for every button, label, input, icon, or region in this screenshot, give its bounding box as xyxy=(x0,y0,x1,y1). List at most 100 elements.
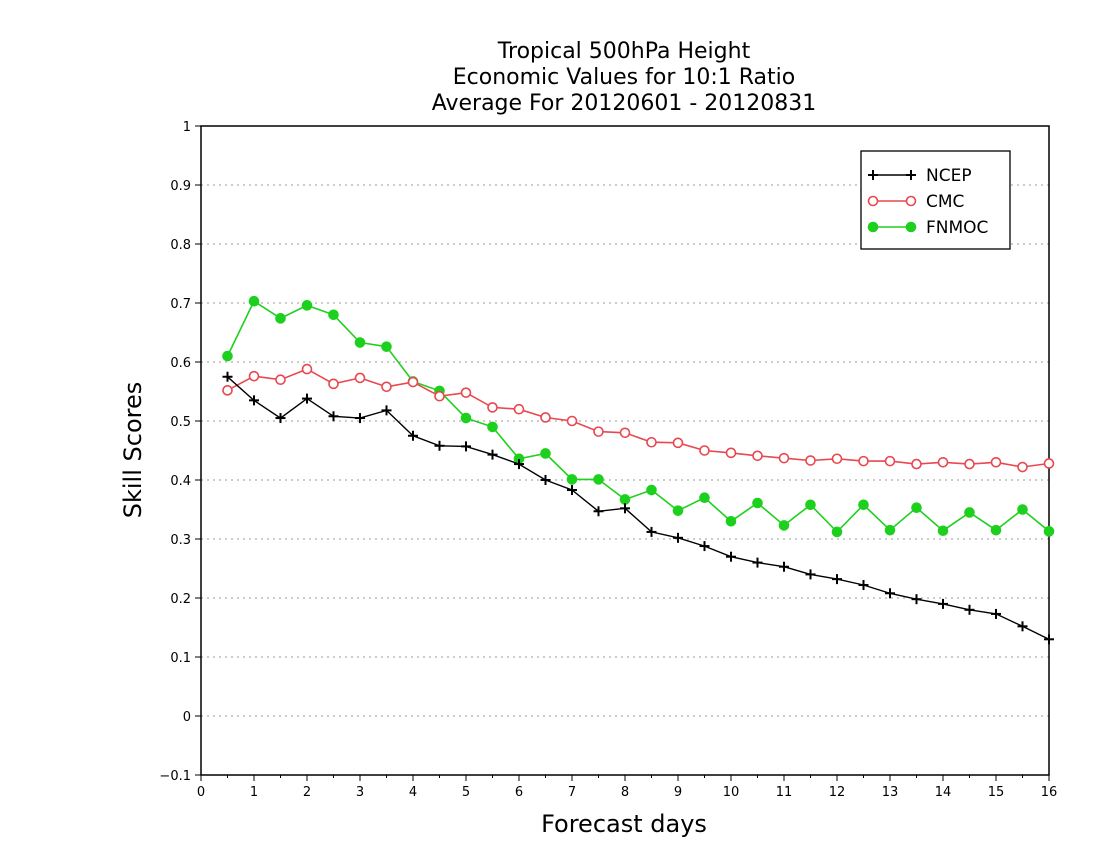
series-line-ncep xyxy=(227,376,1050,640)
data-point-ncep xyxy=(567,485,577,496)
data-point-cmc xyxy=(619,427,631,439)
data-point-cmc xyxy=(725,447,737,459)
data-point-cmc xyxy=(354,372,366,384)
data-point-cmc xyxy=(646,436,657,448)
series-layer xyxy=(222,295,1055,645)
y-tick-label: 0.6 xyxy=(170,356,191,371)
data-point-fnmoc xyxy=(593,474,604,485)
data-point-cmc xyxy=(275,374,286,386)
data-point-ncep xyxy=(328,411,339,422)
x-tick-label: 14 xyxy=(935,785,952,800)
data-point-ncep xyxy=(991,608,1001,619)
legend-box xyxy=(860,150,1011,250)
data-point-cmc xyxy=(328,378,339,390)
x-tick-label: 2 xyxy=(303,785,311,800)
data-point-cmc xyxy=(858,455,869,467)
y-tick-label: 0.9 xyxy=(170,179,191,194)
y-tick-label: 0.3 xyxy=(170,533,191,548)
data-point-cmc xyxy=(381,381,392,393)
data-point-cmc xyxy=(964,458,975,470)
data-point-ncep xyxy=(726,551,736,562)
data-point-fnmoc xyxy=(858,499,869,511)
data-point-fnmoc xyxy=(566,474,578,485)
chart-title-line-3: Average For 20120601 - 20120831 xyxy=(432,91,817,116)
data-point-fnmoc xyxy=(672,505,684,516)
data-point-ncep xyxy=(964,604,975,615)
data-point-fnmoc xyxy=(460,412,472,424)
grid-lines xyxy=(201,184,1049,717)
data-point-cmc xyxy=(487,402,498,413)
data-point-ncep xyxy=(593,506,604,517)
data-point-ncep xyxy=(752,557,763,568)
legend-label-ncep: NCEP xyxy=(926,166,972,186)
data-point-ncep xyxy=(275,413,286,424)
x-tick-label: 15 xyxy=(988,785,1005,800)
series-cmc xyxy=(222,363,1055,473)
data-point-fnmoc xyxy=(275,313,286,324)
data-point-ncep xyxy=(779,561,789,572)
data-point-cmc xyxy=(1017,461,1028,473)
data-point-cmc xyxy=(699,445,710,456)
data-point-cmc xyxy=(990,456,1002,468)
data-point-fnmoc xyxy=(752,497,763,509)
data-point-cmc xyxy=(248,370,260,382)
data-point-cmc xyxy=(884,455,896,467)
data-point-fnmoc xyxy=(248,295,260,307)
chart-title-line-2: Economic Values for 10:1 Ratio xyxy=(453,65,795,90)
plot-frame xyxy=(200,125,1050,776)
y-tick-label: 0.1 xyxy=(170,651,191,666)
data-point-ncep xyxy=(461,441,471,452)
legend-marker-ncep xyxy=(906,170,916,180)
y-tick-label: 0.5 xyxy=(170,415,191,430)
data-point-fnmoc xyxy=(540,448,551,459)
y-tick-label: 0.4 xyxy=(170,474,191,489)
data-point-fnmoc xyxy=(911,502,922,514)
data-point-ncep xyxy=(355,413,365,424)
data-point-fnmoc xyxy=(884,524,896,536)
data-point-cmc xyxy=(566,415,578,427)
y-axis-label: Skill Scores xyxy=(119,382,147,519)
legend-marker-cmc xyxy=(905,195,917,207)
x-tick-label: 0 xyxy=(197,785,205,800)
axes: −0.100.10.20.30.40.50.60.70.80.910 1 2 3 4 5 6… xyxy=(159,120,1057,800)
data-point-ncep xyxy=(408,430,418,441)
data-point-ncep xyxy=(673,532,683,543)
data-point-fnmoc xyxy=(619,494,631,505)
data-point-cmc xyxy=(434,390,445,402)
data-point-fnmoc xyxy=(831,526,843,538)
data-point-ncep xyxy=(434,440,445,451)
data-point-ncep xyxy=(249,395,259,406)
data-point-fnmoc xyxy=(487,421,498,433)
legend-marker-cmc xyxy=(867,195,879,207)
data-point-fnmoc xyxy=(222,350,233,362)
x-tick-label: 12 xyxy=(829,785,846,800)
data-point-cmc xyxy=(831,453,843,465)
data-point-fnmoc xyxy=(381,341,392,352)
data-point-ncep xyxy=(222,371,233,382)
chart-title-line-1: Tropical 500hPa Height xyxy=(497,39,751,64)
legend-marker-fnmoc xyxy=(905,221,917,233)
data-point-cmc xyxy=(407,376,419,388)
x-tick-label: 7 xyxy=(568,785,576,800)
data-point-cmc xyxy=(301,363,313,375)
legend-marker-fnmoc xyxy=(867,221,879,233)
legend-label-cmc: CMC xyxy=(926,192,964,212)
series-fnmoc xyxy=(222,295,1055,538)
data-point-ncep xyxy=(1017,621,1028,632)
legend: NCEP CMC FNMOC xyxy=(860,150,1011,250)
data-point-cmc xyxy=(752,450,763,462)
x-tick-label: 4 xyxy=(409,785,417,800)
data-point-ncep xyxy=(381,405,392,416)
x-tick-label: 5 xyxy=(462,785,470,800)
x-tick-label: 9 xyxy=(674,785,682,800)
y-tick-label: 0.8 xyxy=(170,238,191,253)
data-point-ncep xyxy=(514,459,524,470)
data-point-cmc xyxy=(805,455,816,466)
y-tick-label: 0.2 xyxy=(170,592,191,607)
data-point-ncep xyxy=(805,569,816,580)
series-line-fnmoc xyxy=(226,300,1050,534)
data-point-fnmoc xyxy=(328,309,339,321)
legend-marker-ncep xyxy=(868,170,878,180)
